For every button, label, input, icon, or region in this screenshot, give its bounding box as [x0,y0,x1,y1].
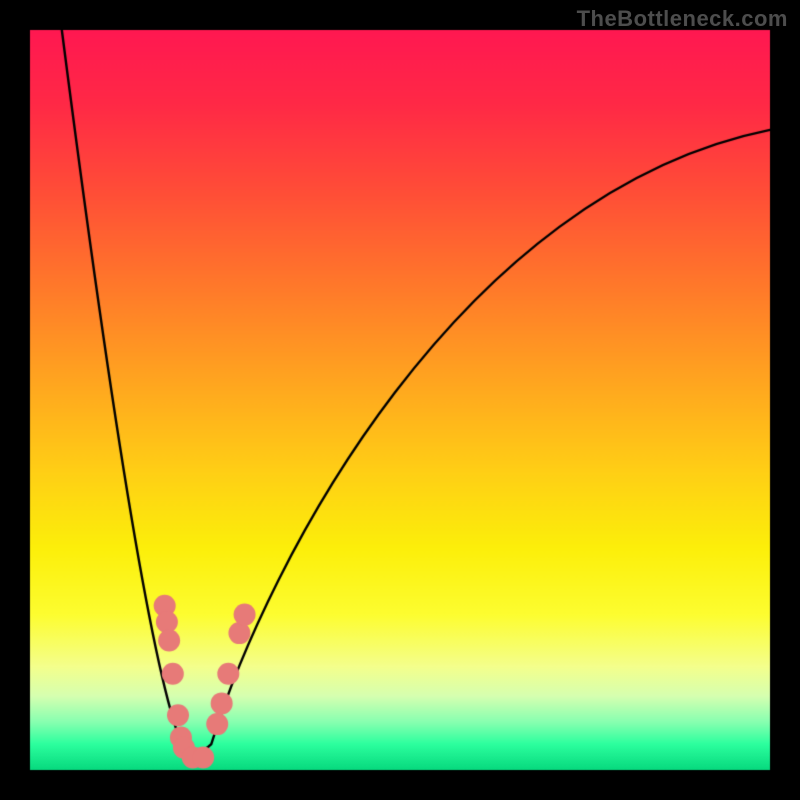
bottleneck-curve-chart [0,0,800,800]
watermark-text: TheBottleneck.com [577,6,788,32]
